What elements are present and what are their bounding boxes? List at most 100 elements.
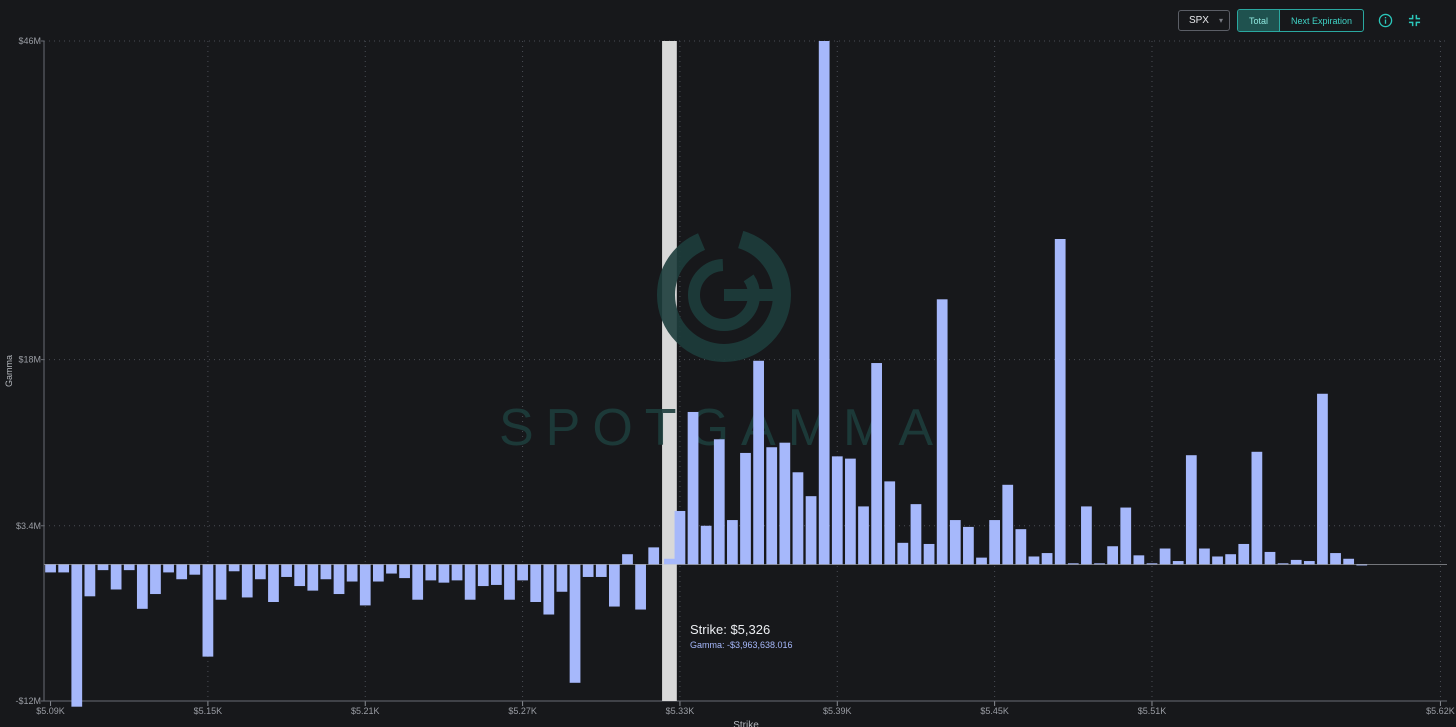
gamma-bar [97,564,109,571]
y-tick-label: $3.4M [16,521,41,531]
y-tick-label: $18M [18,355,41,365]
gamma-bar [320,564,332,580]
gamma-bar [477,564,489,587]
gamma-bar [399,564,410,579]
symbol-select[interactable]: SPX ▾ [1177,10,1230,31]
gamma-bar [1028,556,1040,565]
gamma-bar [1238,543,1250,565]
gamma-bar [582,564,594,577]
gamma-bar [818,41,830,565]
gamma-bar [71,564,83,707]
gamma-bar [1251,451,1263,565]
gamma-bar [425,564,437,581]
x-tick-label: $5.62K [1426,706,1455,716]
chevron-down-icon: ▾ [1218,16,1223,25]
gamma-bar [1067,563,1079,565]
gamma-bar [1159,548,1171,565]
gamma-bar [359,564,371,606]
gamma-bar [451,564,463,581]
info-icon[interactable] [1377,13,1393,29]
tooltip-strike: Strike: $5,326 [690,622,770,637]
x-tick-label: $5.21K [351,706,380,716]
gamma-bar [713,439,725,565]
gamma-bar [897,542,909,565]
gamma-bar [268,564,279,602]
gamma-bar [1172,561,1184,565]
gamma-bar [556,564,568,592]
gamma-bar [1317,393,1328,565]
next-expiration-toggle-button[interactable]: Next Expiration [1290,15,1352,26]
gamma-bar [1002,484,1014,565]
gamma-bar [1303,561,1315,565]
gamma-bar [1343,558,1355,565]
gamma-bar [1225,554,1237,565]
gamma-bar [871,363,882,565]
gamma-bar [727,520,738,565]
gamma-bar [241,564,253,598]
gamma-bar [123,564,135,571]
symbol-select-value: SPX [1188,15,1209,26]
gamma-bar [110,564,122,590]
chart-controls: SPX ▾ Total Next Expiration [1177,9,1422,32]
gamma-bar [202,564,214,657]
gamma-bar [281,564,292,577]
gamma-bar [845,458,856,565]
gamma-bar [438,564,450,583]
gamma-bar [687,411,699,565]
x-tick-label: $5.15K [194,706,223,716]
gamma-bar [228,564,240,572]
gamma-bar [543,564,555,615]
gamma-bar [740,452,751,565]
gamma-bar [766,447,778,565]
gamma-bar [963,526,974,565]
gamma-bar [1199,548,1210,565]
gamma-bar [372,564,384,582]
gamma-bar [989,520,1001,565]
x-tick-label: $5.45K [980,706,1009,716]
gamma-bar [949,520,961,565]
gamma-bar [215,564,227,600]
gamma-bar [805,496,817,565]
gamma-bar [45,564,56,573]
x-tick-label: $5.33K [666,706,695,716]
gamma-bar [595,564,607,577]
gamma-bar [530,564,542,602]
gamma-bar [700,525,712,565]
gamma-bar [674,510,686,565]
gamma-bar [1015,529,1027,565]
gamma-bar [1330,553,1341,565]
gamma-bar [490,564,502,585]
gamma-bar [412,564,424,600]
gamma-bar [1290,559,1302,565]
gamma-bar [294,564,306,587]
y-tick-label: $46M [18,36,41,46]
gamma-bar [346,564,358,582]
x-tick-label: $5.09K [36,706,65,716]
x-tick-label: $5.39K [823,706,852,716]
gamma-bar [1081,506,1092,565]
gamma-bar [936,299,948,565]
gamma-bar [1212,556,1223,565]
gamma-bar [1094,563,1105,565]
gamma-bar [831,456,843,565]
x-axis-title: Strike [733,720,759,727]
gamma-bar [622,554,633,565]
gamma-bar [504,564,515,600]
gamma-bar [1054,239,1066,565]
watermark-logo-bar [724,289,784,301]
gamma-bar [150,564,161,595]
tooltip-gamma: Gamma: -$3,963,638.016 [690,640,793,650]
gamma-bar [1120,507,1132,565]
gamma-bar [254,564,266,580]
collapse-icon[interactable] [1406,13,1422,29]
gamma-bar [386,564,397,574]
highlight-column [662,41,677,701]
gamma-bar [1133,555,1145,565]
y-axis-title: Gamma [4,355,14,387]
gamma-bar [517,564,528,581]
total-toggle-button[interactable]: Total [1237,10,1280,31]
gamma-bar [163,564,174,573]
y-tick-label: -$12M [15,696,41,706]
gamma-bar [635,564,646,610]
